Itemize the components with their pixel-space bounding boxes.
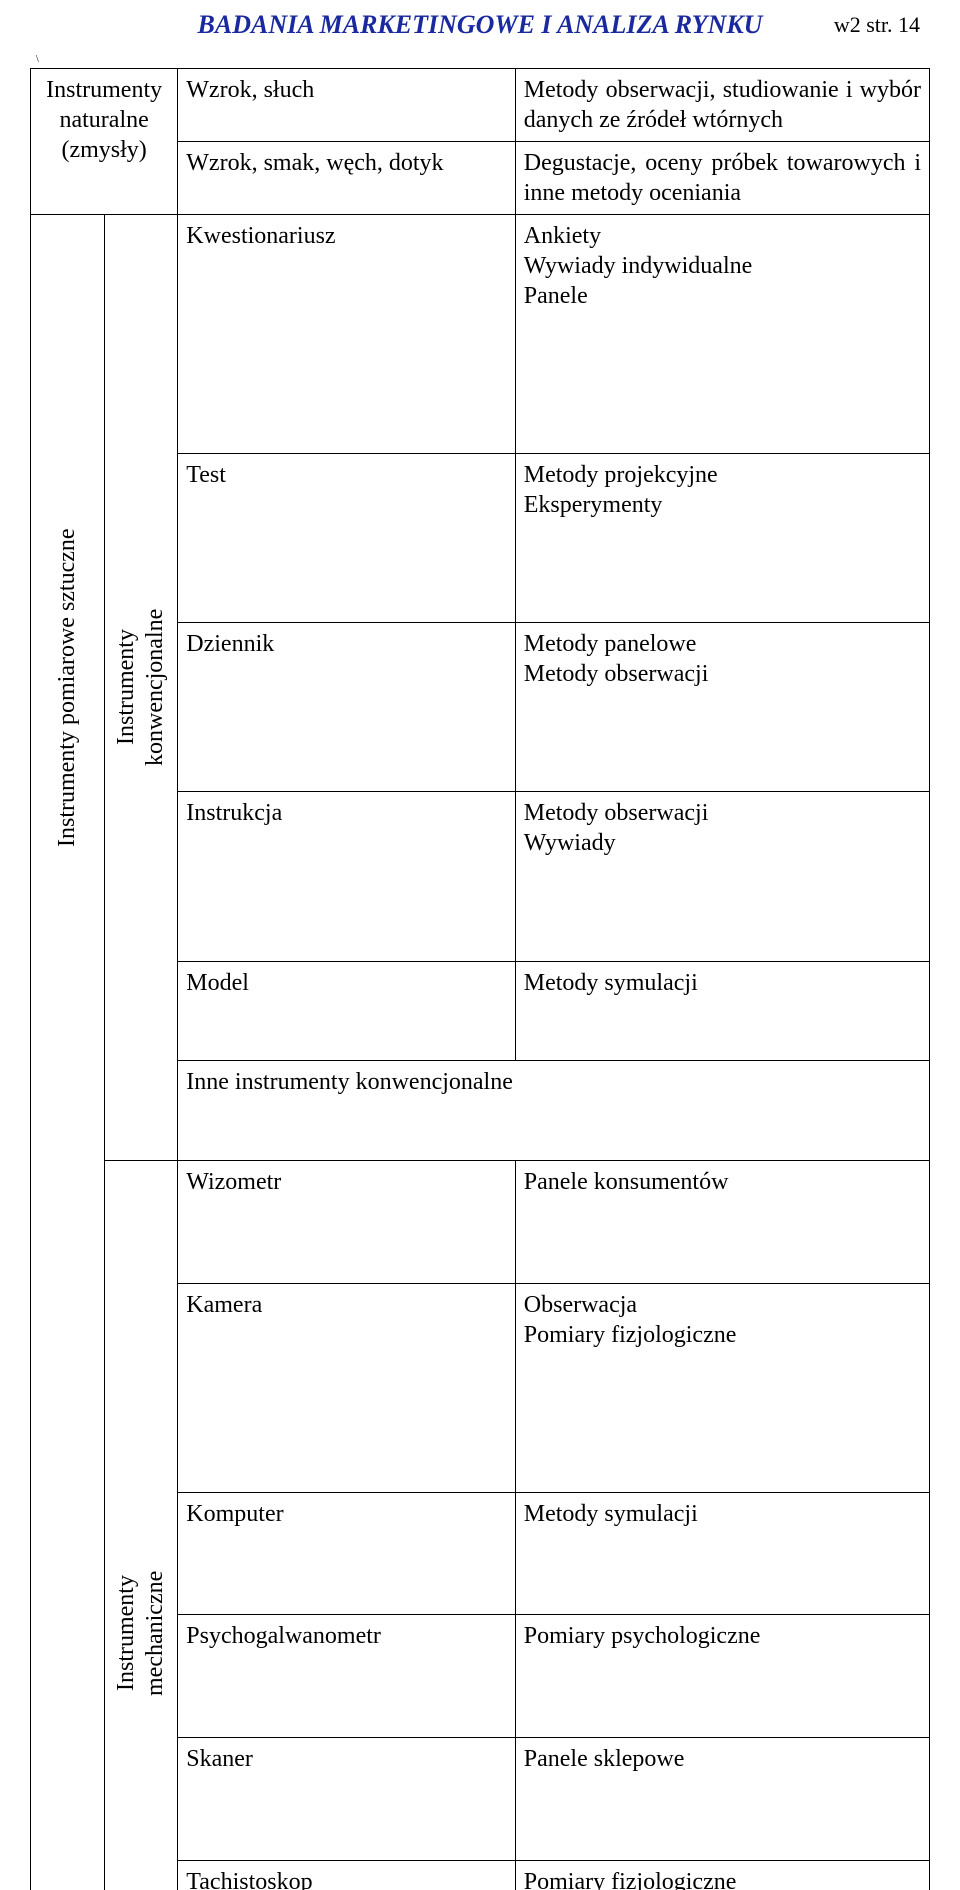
cell-method: Pomiary psychologiczne xyxy=(515,1615,929,1738)
cell-instrument: Wzrok, smak, węch, dotyk xyxy=(178,142,515,215)
label-sztuczne: Instrumenty pomiarowe sztuczne xyxy=(31,215,105,1890)
cell-method: Metody obserwacji, studiowanie i wybór d… xyxy=(515,69,929,142)
cell-instrument: Instrukcja xyxy=(178,792,515,961)
cell-method: Metody panelowe Metody obserwacji xyxy=(515,623,929,792)
cell-instrument: Kamera xyxy=(178,1283,515,1492)
cell-instrument: Dziennik xyxy=(178,623,515,792)
cell-method: Degustacje, oceny próbek towarowych i in… xyxy=(515,142,929,215)
instruments-table: Instrumenty naturalne (zmysły) Wzrok, sł… xyxy=(30,68,930,1890)
label-konwencjonalne: Instrumenty konwencjonalne xyxy=(104,215,178,1161)
cell-instrument: Kwestionariusz xyxy=(178,215,515,454)
table-row: Instrumenty mechaniczne Wizometr Panele … xyxy=(31,1161,930,1284)
cell-method: Panele konsumentów xyxy=(515,1161,929,1284)
cell-instrument: Skaner xyxy=(178,1738,515,1861)
page: BADANIA MARKETINGOWE I ANALIZA RYNKU w2 … xyxy=(0,0,960,1890)
cell-method: Metody symulacji xyxy=(515,1492,929,1615)
page-number: w2 str. 14 xyxy=(834,12,920,38)
cell-instrument: Tachistoskop xyxy=(178,1861,515,1890)
cell-instrument: Model xyxy=(178,961,515,1061)
cell-instrument: Test xyxy=(178,453,515,622)
cell-method: Panele sklepowe xyxy=(515,1738,929,1861)
label-mechaniczne: Instrumenty mechaniczne xyxy=(104,1161,178,1890)
cell-spanning: Inne instrumenty konwencjonalne xyxy=(178,1061,930,1161)
slash-mark: \ xyxy=(36,54,930,64)
page-title: BADANIA MARKETINGOWE I ANALIZA RYNKU xyxy=(198,10,763,40)
cell-method: Metody obserwacji Wywiady xyxy=(515,792,929,961)
cell-instrument: Wzrok, słuch xyxy=(178,69,515,142)
header: BADANIA MARKETINGOWE I ANALIZA RYNKU w2 … xyxy=(30,10,930,50)
cell-method: Metody symulacji xyxy=(515,961,929,1061)
cell-instrument: Psychogalwanometr xyxy=(178,1615,515,1738)
label-naturalne: Instrumenty naturalne (zmysły) xyxy=(31,69,178,215)
cell-method: Pomiary fizjologiczne xyxy=(515,1861,929,1890)
cell-instrument: Komputer xyxy=(178,1492,515,1615)
cell-method: Obserwacja Pomiary fizjologiczne xyxy=(515,1283,929,1492)
table-row: Instrumenty pomiarowe sztuczne Instrumen… xyxy=(31,215,930,454)
cell-method: Ankiety Wywiady indywidualne Panele xyxy=(515,215,929,454)
cell-method: Metody projekcyjne Eksperymenty xyxy=(515,453,929,622)
cell-instrument: Wizometr xyxy=(178,1161,515,1284)
table-row: Instrumenty naturalne (zmysły) Wzrok, sł… xyxy=(31,69,930,142)
